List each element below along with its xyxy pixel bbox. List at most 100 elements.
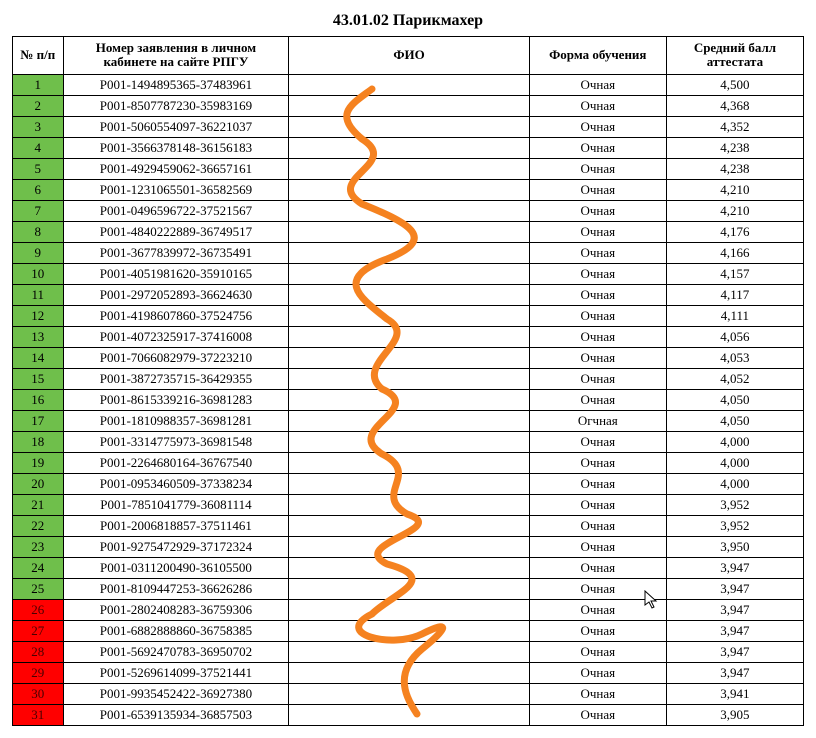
cell-fio [289,284,529,305]
cell-score: 3,952 [666,494,803,515]
cell-fio [289,347,529,368]
cell-num: 24 [13,557,64,578]
cell-score: 4,166 [666,242,803,263]
cell-score: 4,157 [666,263,803,284]
table-row: 28P001-5692470783-36950702 Очная3,947 [13,641,804,662]
cell-form: Очная [529,263,666,284]
cell-app: P001-9275472929-37172324 [63,536,289,557]
cell-form: Очная [529,515,666,536]
cell-score: 4,052 [666,368,803,389]
cell-app: P001-5692470783-36950702 [63,641,289,662]
cell-score: 3,905 [666,704,803,725]
cell-num: 15 [13,368,64,389]
cell-fio [289,494,529,515]
table-row: 27P001-6882888860-36758385Очная3,947 [13,620,804,641]
cell-app: P001-3677839972-36735491 [63,242,289,263]
cell-form: Очная [529,536,666,557]
cell-fio [289,305,529,326]
cell-num: 30 [13,683,64,704]
cell-app: P001-8507787230-35983169 [63,95,289,116]
cell-fio [289,599,529,620]
cell-num: 9 [13,242,64,263]
cell-fio [289,641,529,662]
cell-score: 4,238 [666,137,803,158]
cell-form: Очная [529,305,666,326]
cell-num: 2 [13,95,64,116]
col-fio: ФИО [289,37,529,75]
cell-fio [289,389,529,410]
cell-fio [289,557,529,578]
table-row: 22P001-2006818857-37511461Очная3,952 [13,515,804,536]
cell-score: 3,947 [666,620,803,641]
cell-num: 20 [13,473,64,494]
cell-fio [289,410,529,431]
cell-form: Очная [529,431,666,452]
cell-fio [289,242,529,263]
cell-score: 3,947 [666,557,803,578]
cell-num: 6 [13,179,64,200]
cell-form: Очная [529,578,666,599]
cell-form: Очная [529,704,666,725]
cell-score: 4,352 [666,116,803,137]
cell-score: 3,947 [666,641,803,662]
cell-app: P001-8615339216-36981283 [63,389,289,410]
cell-app: P001-6882888860-36758385 [63,620,289,641]
cell-app: P001-5060554097-36221037 [63,116,289,137]
cell-form: Очная [529,452,666,473]
cell-fio [289,704,529,725]
cell-fio [289,158,529,179]
cell-fio [289,431,529,452]
cell-form: Очная [529,221,666,242]
cell-app: P001-0311200490-36105500 [63,557,289,578]
cell-app: P001-2006818857-37511461 [63,515,289,536]
cell-form: Очная [529,494,666,515]
cell-num: 10 [13,263,64,284]
cell-app: P001-1231065501-36582569 [63,179,289,200]
cell-score: 3,947 [666,578,803,599]
cell-num: 12 [13,305,64,326]
table-row: 30P001-9935452422-36927380Очная3,941 [13,683,804,704]
cell-form: Очная [529,137,666,158]
cell-app: P001-4051981620-35910165 [63,263,289,284]
cell-app: P001-2802408283-36759306 [63,599,289,620]
table-row: 3P001-5060554097-36221037Очная4,352 [13,116,804,137]
table-row: 17P001-1810988357-36981281Огчная4,050 [13,410,804,431]
cell-fio [289,326,529,347]
cell-fio [289,620,529,641]
cell-fio [289,116,529,137]
cell-score: 4,000 [666,431,803,452]
cell-app: P001-4072325917-37416008 [63,326,289,347]
table-row: 16P001-8615339216-36981283Очная4,050 [13,389,804,410]
cell-form: Очная [529,284,666,305]
cell-score: 4,056 [666,326,803,347]
cell-score: 4,000 [666,452,803,473]
cell-score: 4,111 [666,305,803,326]
cell-fio [289,578,529,599]
cell-form: Очная [529,95,666,116]
page-title: 43.01.02 Парикмахер [12,12,804,30]
cell-form: Очная [529,200,666,221]
applicants-table: № п/п Номер заявления в личном кабинете … [12,36,804,726]
table-row: 13P001-4072325917-37416008Очная4,056 [13,326,804,347]
cell-app: P001-4840222889-36749517 [63,221,289,242]
cell-form: Очная [529,641,666,662]
cell-app: P001-6539135934-36857503 [63,704,289,725]
cell-score: 3,952 [666,515,803,536]
cell-app: P001-7851041779-36081114 [63,494,289,515]
cell-score: 4,238 [666,158,803,179]
cell-fio [289,179,529,200]
cell-num: 18 [13,431,64,452]
cell-form: Очная [529,74,666,95]
table-row: 8P001-4840222889-36749517Очная4,176 [13,221,804,242]
cell-fio [289,95,529,116]
cell-score: 4,050 [666,389,803,410]
cell-fio [289,536,529,557]
cell-fio [289,683,529,704]
table-row: 21P001-7851041779-36081114Очная3,952 [13,494,804,515]
table-row: 24P001-0311200490-36105500Очная3,947 [13,557,804,578]
cell-num: 31 [13,704,64,725]
cell-fio [289,74,529,95]
cell-num: 11 [13,284,64,305]
cell-score: 3,947 [666,599,803,620]
cell-num: 28 [13,641,64,662]
